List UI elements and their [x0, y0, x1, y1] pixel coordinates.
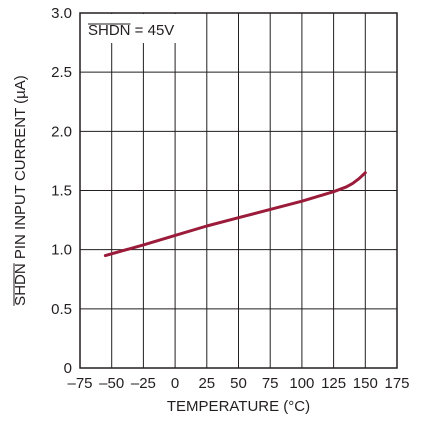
x-tick-label: –75	[67, 375, 92, 392]
x-tick-label: 50	[230, 375, 247, 392]
series-layer	[103, 171, 367, 258]
y-tick-label: 3.0	[51, 5, 72, 22]
y-tick-label: 2.0	[51, 123, 72, 140]
y-tick-label: 0.5	[51, 301, 72, 318]
x-tick-label: 125	[321, 375, 346, 392]
y-tick-label: 0	[64, 360, 72, 377]
plot-frame	[79, 12, 398, 369]
x-tick-label: 25	[198, 375, 215, 392]
y-axis-title: SHDN PIN INPUT CURRENT (µA)	[12, 75, 29, 306]
series-line	[103, 171, 367, 258]
y-tick-label: 2.5	[51, 64, 72, 81]
x-axis-title: TEMPERATURE (°C)	[167, 398, 310, 415]
grid	[79, 12, 398, 369]
y-axis-title-overlined: SHDN	[12, 263, 29, 306]
y-tick-label: 1.5	[51, 183, 72, 200]
annotation-text: SHDN = 45V	[88, 22, 174, 39]
y-tick-label: 1.0	[51, 242, 72, 259]
annotation: SHDN = 45V	[81, 14, 181, 43]
annotation-overlined: SHDN	[88, 22, 131, 39]
x-tick-label: –25	[131, 375, 156, 392]
x-tick-label: –50	[99, 375, 124, 392]
x-tick-label: 175	[384, 375, 409, 392]
x-tick-label: 0	[171, 375, 179, 392]
y-axis-title-rest: PIN INPUT CURRENT (µA)	[12, 75, 29, 263]
annotation-rest: = 45V	[131, 22, 175, 39]
x-tick-label: 75	[262, 375, 279, 392]
x-tick-label: 150	[353, 375, 378, 392]
x-axis-ticks: –75 –50 –25 0 25 50 75 100 125 150 175	[67, 375, 409, 392]
y-axis-ticks: 0 0.5 1.0 1.5 2.0 2.5 3.0	[51, 5, 72, 377]
annotation-box	[81, 14, 181, 43]
y-axis-title-text: SHDN PIN INPUT CURRENT (µA)	[12, 75, 29, 306]
x-tick-label: 100	[289, 375, 314, 392]
